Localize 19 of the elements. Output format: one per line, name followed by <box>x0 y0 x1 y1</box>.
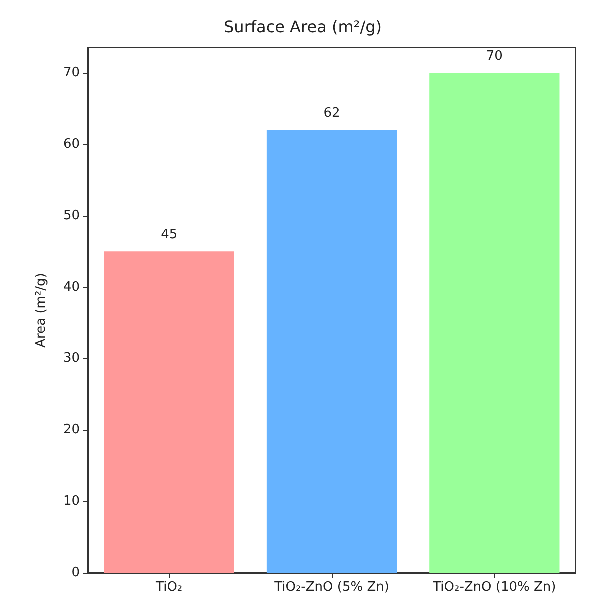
y-axis-title: Area (m²/g) <box>34 273 49 348</box>
chart-title: Surface Area (m²/g) <box>224 18 382 36</box>
data-label: 62 <box>324 106 340 122</box>
y-tick-label: 20 <box>63 422 80 438</box>
y-tick-label: 10 <box>63 494 80 510</box>
x-tick-label: TiO₂ <box>155 580 183 595</box>
y-tick-label: 60 <box>63 136 80 152</box>
y-tick-label: 30 <box>63 351 80 366</box>
y-tick-label: 0 <box>72 566 80 580</box>
bar <box>266 130 398 573</box>
data-label: 70 <box>486 49 503 64</box>
bar <box>430 73 560 573</box>
bar <box>104 252 234 573</box>
y-tick-label: 50 <box>63 208 80 224</box>
x-tick-label: TiO₂-ZnO (5% Zn) <box>274 580 390 595</box>
x-tick-label: TiO₂-ZnO (10% Zn) <box>432 580 556 595</box>
data-label: 45 <box>161 228 178 243</box>
y-tick-label: 70 <box>63 66 80 80</box>
y-tick-label: 40 <box>63 280 80 295</box>
